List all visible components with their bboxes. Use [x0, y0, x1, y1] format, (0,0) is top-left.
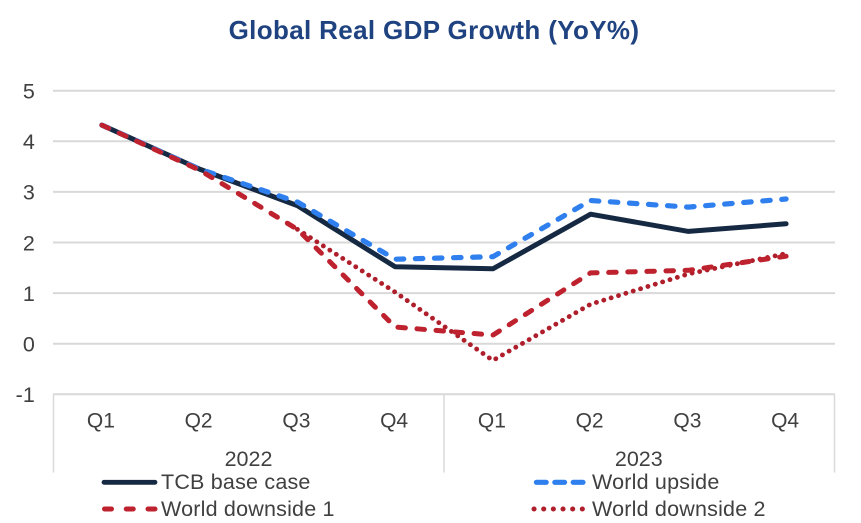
svg-text:World downside 1: World downside 1	[161, 497, 335, 521]
svg-text:Global Real GDP Growth (YoY%): Global Real GDP Growth (YoY%)	[229, 15, 640, 45]
svg-text:5: 5	[23, 80, 35, 104]
svg-text:0: 0	[23, 333, 35, 357]
svg-text:TCB base case: TCB base case	[161, 470, 311, 494]
svg-text:Q1: Q1	[478, 410, 506, 433]
svg-text:Q1: Q1	[87, 410, 115, 433]
svg-text:Q2: Q2	[576, 410, 604, 433]
svg-text:2022: 2022	[225, 447, 273, 471]
svg-text:Q3: Q3	[673, 410, 701, 433]
svg-text:3: 3	[23, 181, 35, 205]
svg-text:Q4: Q4	[771, 410, 799, 433]
svg-text:World downside 2: World downside 2	[592, 497, 766, 521]
svg-text:1: 1	[23, 282, 35, 306]
svg-text:Q4: Q4	[380, 410, 408, 433]
svg-text:World upside: World upside	[592, 470, 719, 494]
svg-text:-1: -1	[16, 383, 35, 407]
svg-text:2: 2	[23, 231, 35, 255]
svg-text:Q3: Q3	[282, 410, 310, 433]
svg-text:Q2: Q2	[185, 410, 213, 433]
svg-text:4: 4	[23, 130, 35, 154]
svg-text:2023: 2023	[615, 447, 663, 471]
